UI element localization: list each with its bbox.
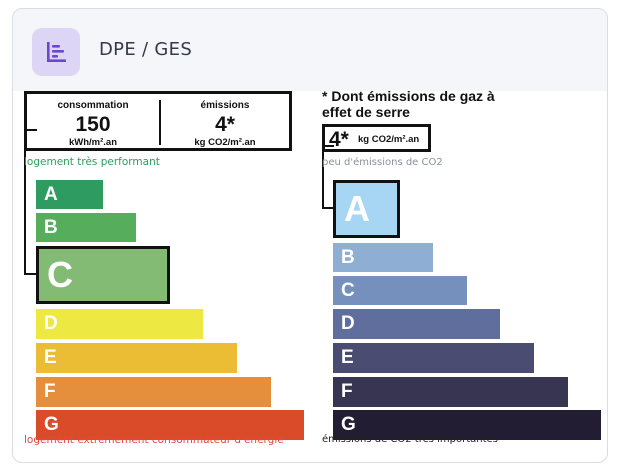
ges-class-c-bar: C xyxy=(333,276,467,305)
emissions-label: émissions xyxy=(200,100,250,111)
dpe-class-g-bar: G xyxy=(36,410,304,440)
ges-class-f-bar: F xyxy=(333,377,568,407)
dpe-class-letter: A xyxy=(44,183,58,205)
emissions-value: 4* xyxy=(215,113,235,136)
dpe-class-letter: B xyxy=(44,216,58,238)
ges-class-a-bar: A xyxy=(333,180,400,238)
dpe-class-letter: E xyxy=(44,347,57,368)
header-icon-box xyxy=(32,28,80,76)
ges-unit: kg CO2/m².an xyxy=(358,134,420,145)
dpe-class-letter: C xyxy=(47,254,73,295)
dpe-class-a-bar: A xyxy=(36,180,103,209)
dpe-class-letter: D xyxy=(44,313,58,334)
ges-title: * Dont émissions de gaz à effet de serre xyxy=(322,88,495,120)
emissions-unit: kg CO2/m².an xyxy=(194,137,256,148)
dpe-class-c-bar: C xyxy=(36,246,170,304)
dpe-summary-box: consommation 150 kWh/m².an émissions 4* … xyxy=(24,91,292,151)
consumption-label: consommation xyxy=(57,100,129,111)
ges-class-letter: G xyxy=(341,414,356,435)
ges-class-letter: D xyxy=(341,313,355,334)
ges-class-letter: C xyxy=(341,279,355,301)
summary-divider xyxy=(159,100,161,145)
consumption-unit: kWh/m².an xyxy=(68,137,118,148)
dpe-class-letter: G xyxy=(44,414,59,435)
dpe-connector-line xyxy=(24,129,37,275)
ges-class-letter: F xyxy=(341,381,353,402)
bar-chart-icon xyxy=(47,42,66,62)
consumption-value: 150 xyxy=(75,113,111,136)
card-title: DPE / GES xyxy=(99,39,193,60)
dpe-class-letter: F xyxy=(44,381,56,402)
dpe-bottom-caption: logement extrêmement consommateur d'éner… xyxy=(24,434,284,446)
ges-class-d-bar: D xyxy=(333,309,500,339)
ges-class-letter: B xyxy=(341,246,355,268)
ges-class-g-bar: G xyxy=(333,410,601,440)
ges-class-e-bar: E xyxy=(333,343,534,373)
ges-top-caption: peu d'émissions de CO2 xyxy=(322,157,443,168)
emissions-column: émissions 4* kg CO2/m².an xyxy=(161,94,289,148)
ges-class-letter: A xyxy=(344,188,370,229)
dpe-top-caption: logement très performant xyxy=(24,156,160,168)
consumption-column: consommation 150 kWh/m².an xyxy=(27,94,159,148)
dpe-class-d-bar: D xyxy=(36,309,203,339)
ges-class-letter: E xyxy=(341,347,354,368)
ges-connector-line xyxy=(322,145,334,209)
ges-bottom-caption: émissions de CO2 très importantes xyxy=(322,434,498,445)
dpe-class-f-bar: F xyxy=(36,377,271,407)
dpe-class-b-bar: B xyxy=(36,213,136,242)
dpe-class-e-bar: E xyxy=(36,343,237,373)
card-header: DPE / GES xyxy=(13,9,607,91)
ges-class-b-bar: B xyxy=(333,243,433,272)
ges-value-box: 4* kg CO2/m².an xyxy=(322,124,431,152)
